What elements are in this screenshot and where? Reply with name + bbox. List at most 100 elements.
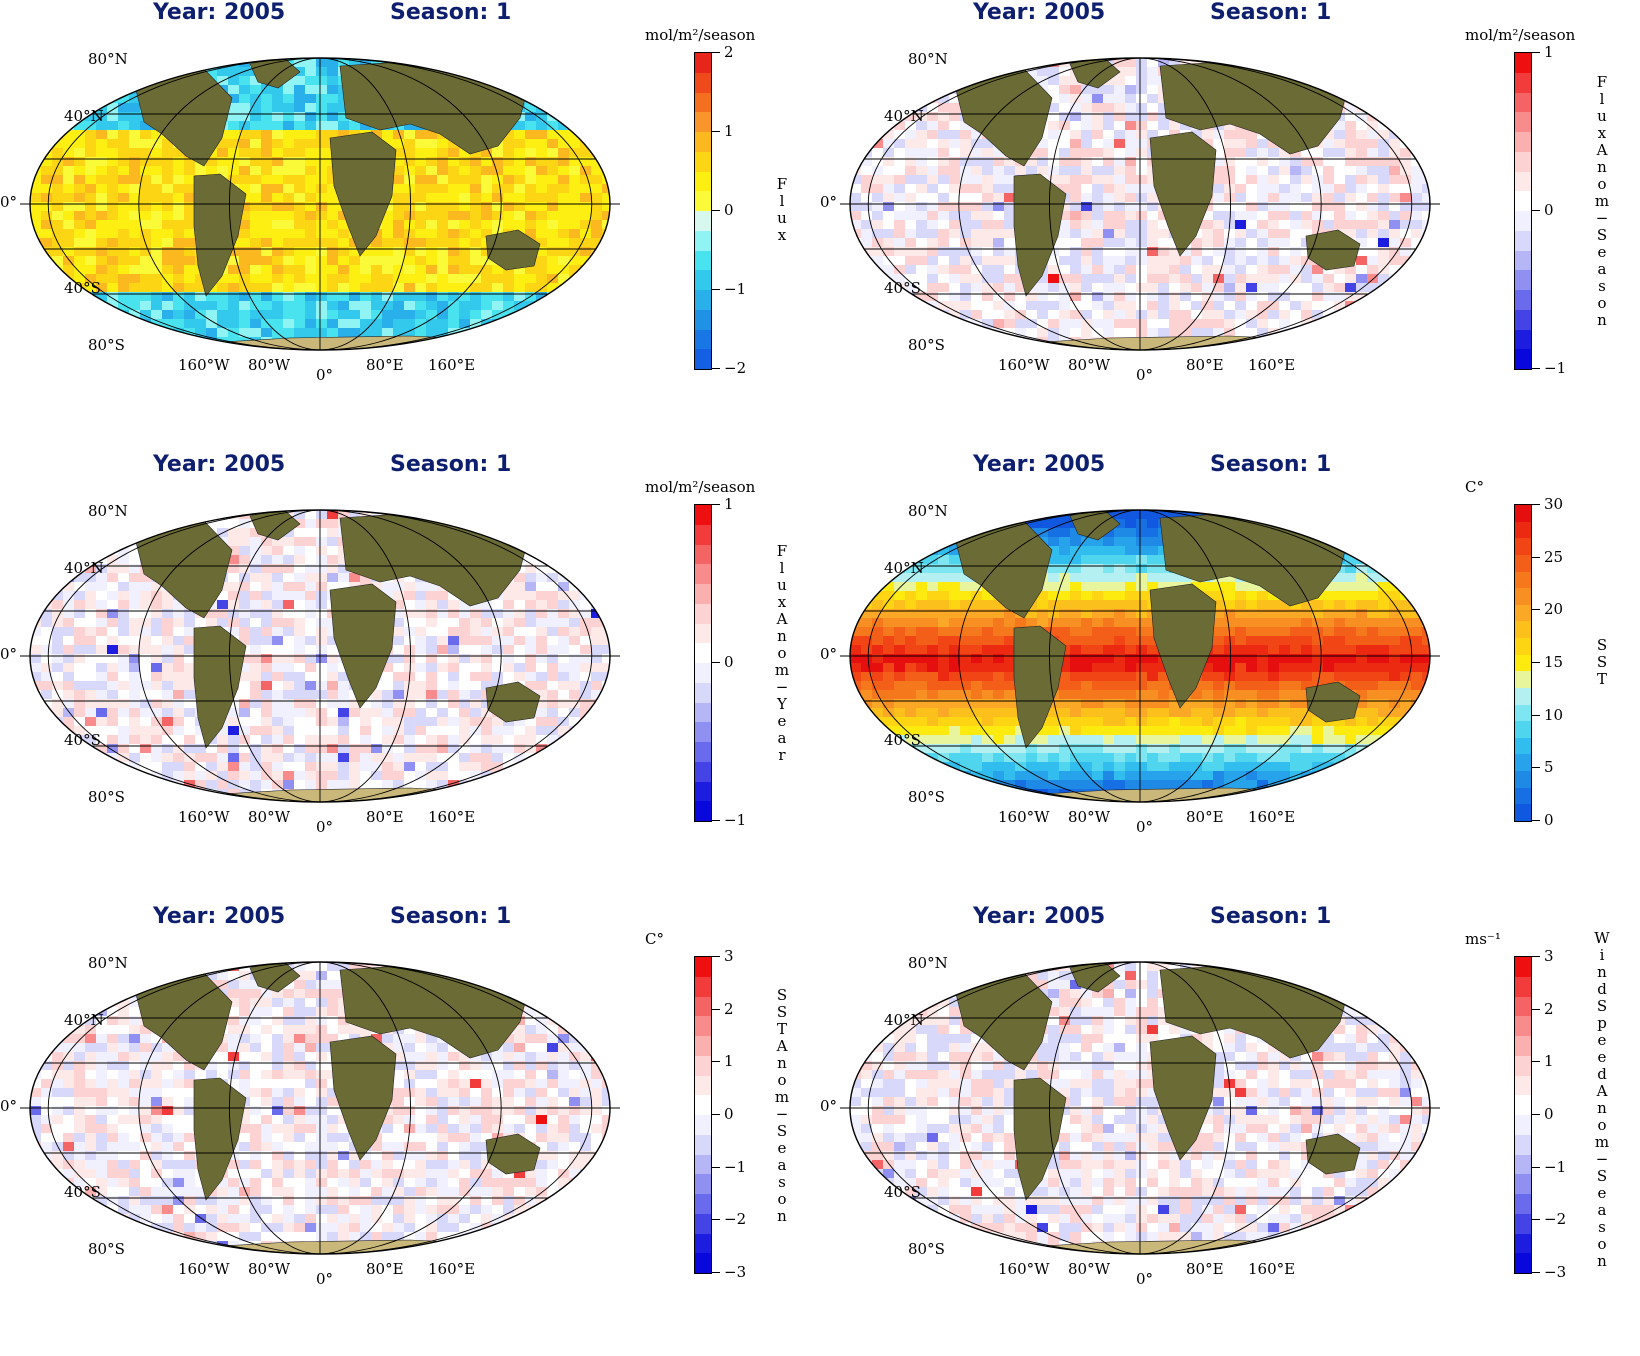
data-cell: [250, 310, 261, 319]
data-cell: [1169, 283, 1180, 292]
data-cell: [272, 157, 283, 166]
data-cell: [1147, 328, 1158, 337]
data-cell: [305, 130, 316, 139]
data-cell: [63, 256, 74, 265]
data-cell: [316, 94, 327, 103]
data-cell: [503, 148, 514, 157]
data-cell: [580, 654, 591, 663]
data-cell: [129, 175, 140, 184]
data-cell: [547, 328, 558, 337]
data-cell: [239, 699, 250, 708]
data-cell: [261, 600, 272, 609]
data-cell: [173, 337, 184, 346]
data-cell: [316, 58, 327, 67]
data-cell: [85, 708, 96, 717]
data-cell: [437, 699, 448, 708]
data-cell: [52, 528, 63, 537]
data-cell: [1312, 76, 1323, 85]
data-cell: [1202, 265, 1213, 274]
data-cell: [1202, 274, 1213, 283]
data-cell: [448, 166, 459, 175]
data-cell: [74, 193, 85, 202]
data-cell: [151, 627, 162, 636]
data-cell: [316, 274, 327, 283]
data-cell: [1048, 175, 1059, 184]
data-cell: [415, 346, 426, 350]
data-cell: [52, 184, 63, 193]
data-cell: [272, 112, 283, 121]
data-cell: [382, 256, 393, 265]
data-cell: [514, 211, 525, 220]
data-cell: [272, 274, 283, 283]
data-cell: [338, 220, 349, 229]
data-cell: [1356, 139, 1367, 148]
data-cell: [52, 283, 63, 292]
data-cell: [525, 229, 536, 238]
data-cell: [514, 636, 525, 645]
data-cell: [63, 681, 74, 690]
data-cell: [118, 618, 129, 627]
data-cell: [283, 555, 294, 564]
data-cell: [140, 292, 151, 301]
data-cell: [162, 202, 173, 211]
data-cell: [184, 184, 195, 193]
data-cell: [1356, 337, 1367, 346]
data-cell: [960, 193, 971, 202]
data-cell: [569, 346, 580, 350]
data-cell: [74, 573, 85, 582]
data-cell: [1411, 337, 1422, 346]
data-cell: [63, 265, 74, 274]
data-cell: [382, 346, 393, 350]
data-cell: [949, 121, 960, 130]
data-cell: [481, 67, 492, 76]
data-cell: [283, 274, 294, 283]
data-cell: [228, 717, 239, 726]
data-cell: [569, 247, 580, 256]
data-cell: [547, 600, 558, 609]
data-cell: [30, 247, 41, 256]
data-cell: [228, 726, 239, 735]
data-cell: [558, 148, 569, 157]
data-cell: [459, 220, 470, 229]
data-cell: [41, 292, 52, 301]
data-cell: [1411, 157, 1422, 166]
data-cell: [107, 310, 118, 319]
data-cell: [883, 310, 894, 319]
data-cell: [514, 301, 525, 310]
data-cell: [261, 618, 272, 627]
data-cell: [514, 265, 525, 274]
data-cell: [1389, 85, 1400, 94]
data-cell: [558, 319, 569, 328]
data-cell: [459, 301, 470, 310]
data-cell: [580, 546, 591, 555]
data-cell: [1411, 220, 1422, 229]
data-cell: [41, 76, 52, 85]
colorbar-segment: [695, 329, 711, 350]
data-cell: [1279, 256, 1290, 265]
data-cell: [272, 265, 283, 274]
data-cell: [426, 672, 437, 681]
data-cell: [30, 256, 41, 265]
data-cell: [492, 274, 503, 283]
data-cell: [294, 103, 305, 112]
data-cell: [74, 690, 85, 699]
data-cell: [569, 645, 580, 654]
data-cell: [492, 157, 503, 166]
data-cell: [536, 319, 547, 328]
data-cell: [195, 58, 206, 67]
data-cell: [448, 274, 459, 283]
data-cell: [129, 139, 140, 148]
data-cell: [569, 310, 580, 319]
data-cell: [514, 654, 525, 663]
data-cell: [327, 582, 338, 591]
data-cell: [514, 67, 525, 76]
data-cell: [52, 229, 63, 238]
data-cell: [547, 175, 558, 184]
data-cell: [107, 121, 118, 130]
data-cell: [1004, 247, 1015, 256]
data-cell: [905, 130, 916, 139]
data-cell: [470, 645, 481, 654]
data-cell: [470, 67, 481, 76]
data-cell: [602, 564, 610, 573]
data-cell: [949, 211, 960, 220]
